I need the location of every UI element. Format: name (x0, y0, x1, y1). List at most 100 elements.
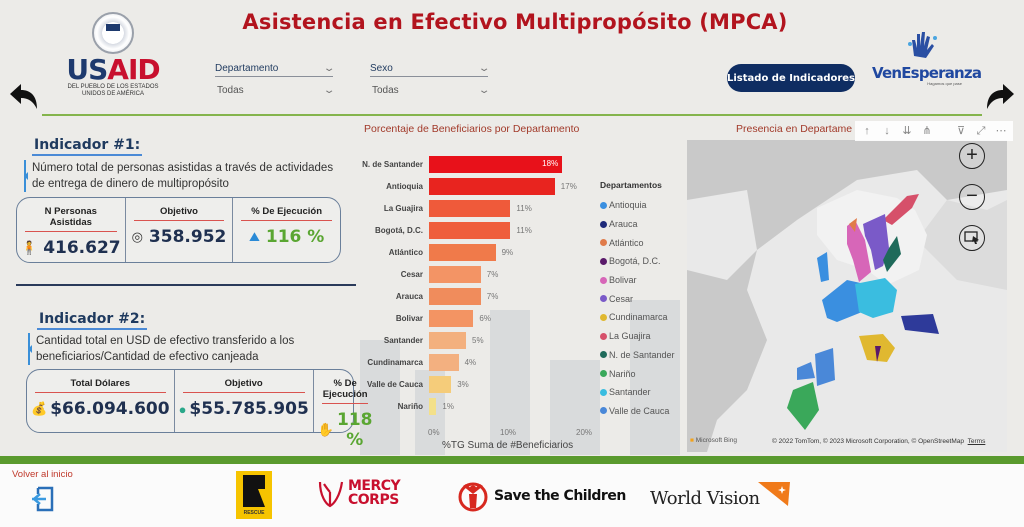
zoom-in-button[interactable]: + (959, 143, 985, 169)
footer (0, 464, 1024, 527)
select-area-button[interactable] (959, 225, 985, 251)
legend-item[interactable]: Atlántico (600, 233, 690, 252)
kpi-personas-asistidas: N Personas Asistidas 🧍 416.627 (17, 198, 125, 262)
bar[interactable] (429, 287, 481, 305)
sexo-slicer[interactable]: Sexo ⌄ Todas ⌄ (370, 63, 491, 96)
kpi-label: N Personas Asistidas (25, 206, 117, 232)
kpi-label: Objetivo (133, 206, 225, 221)
bar-value-label: 1% (442, 401, 454, 411)
bar-row[interactable]: Arauca 7% (355, 286, 498, 306)
bar-row[interactable]: Nariño 1% (355, 396, 454, 416)
sexo-label: Sexo (370, 63, 393, 74)
bar-row[interactable]: Santander 5% (355, 330, 484, 350)
usaid-subtitle: DEL PUEBLO DE LOS ESTADOS UNIDOS DE AMÉRI… (67, 84, 159, 97)
legend-title: Departamentos (600, 180, 662, 190)
bar-row[interactable]: Atlántico 9% (355, 242, 513, 262)
bar-row[interactable]: N. de Santander 18% (355, 154, 563, 174)
bar-row[interactable]: Valle de Cauca 3% (355, 374, 469, 394)
bar-value-label: 11% (516, 203, 532, 213)
chevron-down-icon[interactable]: ⌄ (322, 85, 336, 96)
filter-icon[interactable]: ⊽ (956, 125, 966, 137)
mercy-corps-icon (318, 481, 344, 508)
focus-mode-icon[interactable]: ⤢ (976, 125, 986, 137)
terms-link[interactable]: Terms (967, 438, 986, 445)
sexo-value[interactable]: Todas (372, 85, 399, 96)
venesperanza-name: VenEsperanza (872, 64, 982, 82)
legend-label: Bolivar (609, 275, 637, 286)
legend-item[interactable]: La Guajira (600, 327, 690, 346)
bar-category-label: Valle de Cauca (366, 379, 423, 389)
legend-label: Cundinamarca (609, 312, 668, 323)
bar[interactable] (429, 331, 466, 349)
legend-dot-icon (600, 220, 607, 228)
bar[interactable] (429, 375, 452, 393)
legend-item[interactable]: Antioquia (600, 196, 690, 215)
bar-row[interactable]: Antioquia 17% (355, 176, 577, 196)
kpi-value: $66.094.600 (50, 399, 170, 419)
chevron-down-icon[interactable]: ⌄ (477, 85, 491, 96)
legend-dot-icon (600, 257, 607, 265)
bar-value-label: 5% (472, 335, 484, 345)
bar[interactable] (429, 221, 511, 239)
bar-category-label: Arauca (395, 291, 423, 301)
departamento-slicer[interactable]: Departamento ⌄ Todas ⌄ (215, 63, 336, 96)
bar[interactable] (429, 243, 496, 261)
usaid-logo: USAID DEL PUEBLO DE LOS ESTADOS UNIDOS DE… (58, 12, 168, 102)
legend-label: Valle de Cauca (609, 405, 670, 416)
bar[interactable] (429, 177, 555, 195)
legend-item[interactable]: Bolivar (600, 271, 690, 290)
listado-indicadores-button[interactable]: Listado de Indicadores (727, 64, 855, 92)
drill-down-icon[interactable]: ↓ (884, 125, 890, 137)
bar-value-label: 3% (457, 379, 469, 389)
legend-item[interactable]: N. de Santander (600, 346, 690, 365)
expand-all-icon[interactable]: ⋔ (922, 125, 932, 137)
kpi-label: % De Ejecución (321, 378, 369, 404)
back-arrow-icon[interactable] (8, 82, 40, 112)
bar[interactable] (429, 265, 481, 283)
legend-item[interactable]: Cundinamarca (600, 308, 690, 327)
indicator-2-kpi-card: Total Dólares 💰 $66.094.600 Objetivo ● $55… (26, 369, 372, 450)
bar-row[interactable]: Bolivar 6% (355, 308, 491, 328)
city-background-decoration (360, 300, 680, 455)
legend-item[interactable]: Arauca (600, 215, 690, 234)
people-icon: 🧍 (21, 240, 38, 255)
legend-item[interactable]: Valle de Cauca (600, 402, 690, 421)
world-vision-star-icon (757, 482, 790, 506)
forward-arrow-icon[interactable] (984, 82, 1016, 112)
kpi-label: % De Ejecución (241, 206, 332, 221)
bar-row[interactable]: Bogotá, D.C. 11% (355, 220, 532, 240)
legend-item[interactable]: Santander (600, 383, 690, 402)
usaid-seal-icon (92, 12, 134, 54)
legend-dot-icon (600, 201, 607, 209)
bar-row[interactable]: Cesar 7% (355, 264, 498, 284)
bar-row[interactable]: La Guajira 11% (355, 198, 532, 218)
legend-item[interactable]: Cesar (600, 289, 690, 308)
bar[interactable] (429, 199, 511, 217)
bar-value-label: 7% (486, 291, 499, 301)
kpi-value: 118 % (336, 410, 373, 450)
x-tick: 0% (428, 428, 440, 437)
more-options-icon[interactable]: ⋯ (995, 125, 1007, 137)
bar[interactable]: 18% (429, 155, 563, 173)
bar-category-label: Antioquia (386, 181, 423, 191)
bar-row[interactable]: Cundinamarca 4% (355, 352, 476, 372)
wv-text: World Vision (650, 488, 760, 509)
sign-in-arrow-icon[interactable] (28, 484, 58, 514)
legend-item[interactable]: Nariño (600, 364, 690, 383)
irc-text: RESCUE (243, 510, 265, 516)
expand-next-level-icon[interactable]: ⇊ (902, 125, 912, 137)
select-area-icon (964, 231, 979, 244)
bar[interactable] (429, 353, 459, 371)
drill-up-icon[interactable]: ↑ (864, 125, 870, 137)
kpi-label: Total Dólares (35, 378, 166, 393)
bar[interactable] (429, 309, 474, 327)
bar[interactable] (429, 397, 437, 415)
kpi-ejecucion: % De Ejecución ⛰ 116 % (232, 198, 340, 262)
hands-icon (872, 30, 972, 65)
colombia-map[interactable] (687, 140, 1007, 452)
zoom-out-button[interactable]: − (959, 184, 985, 210)
indicator-1-description: Número total de personas asistidas a tra… (24, 160, 344, 192)
departamento-value[interactable]: Todas (217, 85, 244, 96)
legend-item[interactable]: Bogotá, D.C. (600, 252, 690, 271)
back-to-start-label[interactable]: Volver al inicio (12, 469, 73, 480)
